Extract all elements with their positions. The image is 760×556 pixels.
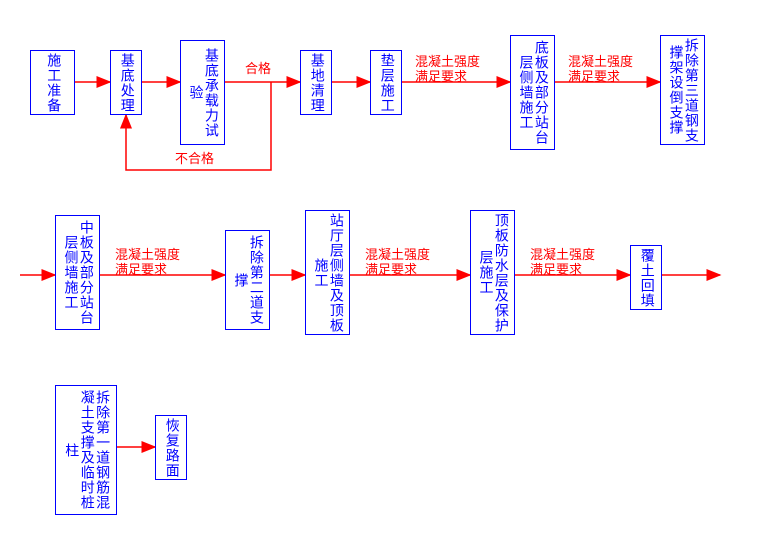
flow-node-n10: 站厅层侧墙及顶板施工 [305, 210, 350, 335]
flow-node-label: 基地清理 [308, 53, 323, 113]
flow-node-n9: 拆除第二道支撑 [225, 230, 270, 330]
flow-edge-label-5: 混凝土强度 满足要求 [568, 55, 633, 85]
flow-node-n14: 恢复路面 [155, 415, 187, 480]
flow-node-n3: 基底承载力试验 [180, 40, 225, 145]
flow-node-n12: 覆土回填 [630, 245, 662, 310]
flow-node-n5: 垫层施工 [370, 50, 402, 115]
flow-node-label: 站厅层侧墙及顶板施工 [312, 211, 343, 334]
flow-edge-label-2: 合格 [245, 62, 271, 77]
flow-node-n1: 施工准备 [30, 50, 75, 115]
flow-node-label: 恢复路面 [163, 418, 178, 478]
flow-edge-label-8: 混凝土强度 满足要求 [115, 248, 180, 278]
flow-node-n2: 基底处理 [110, 50, 142, 115]
flow-edge-label-10: 混凝土强度 满足要求 [365, 248, 430, 278]
flow-node-n11: 顶板防水层及保护层施工 [470, 210, 515, 335]
flow-node-n4: 基地清理 [300, 50, 332, 115]
flow-node-n7: 拆除第三道钢支撑架设倒支撑 [660, 35, 705, 145]
flow-node-label: 拆除第二道支撑 [232, 231, 263, 329]
flow-node-label: 覆土回填 [638, 248, 653, 308]
flow-edge-label-4: 混凝土强度 满足要求 [415, 55, 480, 85]
flow-node-n8: 中板及部分站台层侧墙施工 [55, 215, 100, 330]
flow-node-label: 拆除第一道钢筋混凝土支撑及临时桩柱 [63, 386, 109, 514]
flow-node-label: 垫层施工 [378, 53, 393, 113]
flow-node-label: 拆除第三道钢支撑架设倒支撑 [667, 36, 698, 144]
flow-node-n13: 拆除第一道钢筋混凝土支撑及临时桩柱 [55, 385, 117, 515]
flow-node-label: 中板及部分站台层侧墙施工 [62, 216, 93, 329]
flow-node-label: 基底处理 [118, 53, 133, 113]
flow-edge-label-6: 不合格 [175, 152, 214, 167]
flow-node-label: 施工准备 [45, 53, 60, 113]
flow-node-n6: 底板及部分站台层侧墙施工 [510, 35, 555, 150]
flow-node-label: 底板及部分站台层侧墙施工 [517, 36, 548, 149]
flow-node-label: 顶板防水层及保护层施工 [477, 211, 508, 334]
flow-edge-label-11: 混凝土强度 满足要求 [530, 248, 595, 278]
flow-node-label: 基底承载力试验 [187, 41, 218, 144]
